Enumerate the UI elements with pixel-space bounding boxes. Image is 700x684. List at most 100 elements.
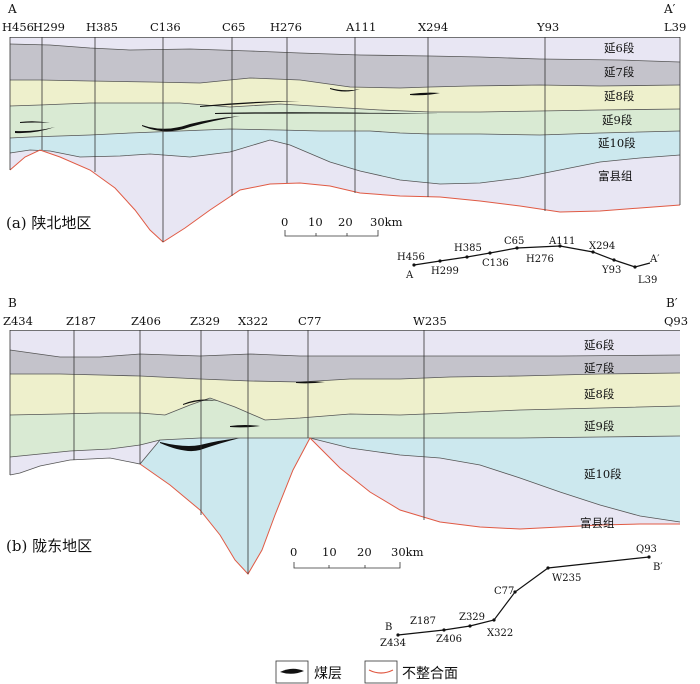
a-coal-seams (15, 88, 440, 134)
b-well-label: W235 (413, 314, 447, 328)
a-map-well-label: C136 (482, 258, 509, 269)
b-map-well-label: C77 (494, 586, 514, 597)
a-well-labels: H456 H299 H385 C136 C65 H276 A111 X294 Y… (2, 20, 686, 34)
b-layer-label: 富县组 (580, 516, 615, 530)
b-map-start-label: B (385, 622, 392, 633)
b-coal-seam (296, 381, 325, 384)
a-layer-fill-fuxian (10, 140, 680, 242)
a-scale-bar: 0 10 20 30km (281, 215, 403, 237)
b-layer-label: 延9段 (584, 419, 615, 433)
b-map-well-label: Z187 (410, 616, 436, 627)
b-layer-fill-y10 (10, 436, 680, 574)
a-map-well-label: H385 (454, 243, 482, 254)
b-map-well-label: X322 (487, 628, 513, 639)
a-map-well-label: A111 (548, 236, 575, 247)
b-scale-tick: 20 (357, 545, 372, 559)
a-coal-seam (142, 116, 240, 132)
a-frame-top (10, 37, 680, 38)
a-coal-seam (410, 92, 440, 96)
b-well-label: Z187 (66, 314, 96, 328)
a-layer-label: 富县组 (598, 169, 633, 183)
b-well-label: Q93 (664, 314, 688, 328)
a-coal-seam (15, 127, 55, 134)
b-well-label: C77 (298, 314, 321, 328)
b-map-well-label: Z329 (459, 612, 485, 623)
a-layer-label: 延7段 (604, 65, 635, 79)
a-scale-tick: 30km (370, 215, 403, 229)
a-well-label: H456 (2, 20, 34, 34)
a-well-label: C65 (222, 20, 245, 34)
b-coal-seam (183, 399, 218, 405)
a-layer-fill-y7 (10, 44, 680, 88)
a-layer-fill-y10 (10, 129, 680, 184)
a-unconformity-line (9, 149, 681, 243)
b-coal-seams (160, 381, 325, 452)
a-coal-seam (20, 121, 50, 123)
a-well-label: Y93 (536, 20, 559, 34)
b-scale-tick: 30km (391, 545, 424, 559)
b-layer-fill-y6 (10, 330, 680, 357)
b-caption: (b) 陇东地区 (6, 537, 92, 555)
a-map-end-label: A′ (649, 254, 660, 265)
a-well-label: C136 (150, 20, 181, 34)
b-section-end-label: B′ (666, 296, 678, 310)
b-well-label: Z329 (190, 314, 220, 328)
b-well-lines (9, 330, 425, 574)
a-well-label: X294 (418, 20, 448, 34)
a-caption: (a) 陕北地区 (6, 214, 91, 232)
b-scale-tick: 10 (322, 545, 337, 559)
b-well-label: X322 (238, 314, 268, 328)
b-layer-label: 延8段 (584, 387, 615, 401)
coal-legend-label: 煤层 (314, 666, 342, 682)
b-layer-label: 延10段 (584, 467, 622, 481)
a-well-label: A111 (345, 20, 376, 34)
b-map-well-label: Q93 (636, 544, 657, 555)
a-layer-label: 延10段 (598, 136, 636, 150)
b-layer-fill-fuxian (310, 438, 680, 529)
b-coal-seam (230, 425, 260, 428)
a-map-well-label: L39 (638, 275, 657, 286)
b-layer-label: 延7段 (584, 361, 615, 375)
b-frame-top (10, 330, 680, 331)
a-map-well-label: X294 (589, 241, 615, 252)
b-map-end-label: B′ (653, 562, 663, 573)
a-layer-fill-y6 (10, 37, 680, 62)
b-well-labels: Z434 Z187 Z406 Z329 X322 C77 W235 Q93 (3, 314, 688, 328)
a-location-map: A A′ H456 H385 C65 A111 X294 H299 C136 H… (397, 236, 660, 286)
b-layer-fill-y7 (10, 350, 680, 382)
a-coal-seam (215, 112, 440, 114)
a-map-well-label: Y93 (601, 265, 621, 276)
a-well-label: H385 (86, 20, 118, 34)
a-scale-tick: 0 (281, 215, 288, 229)
a-map-well-label: H276 (526, 254, 554, 265)
b-layer-fill-fuxian-west (10, 440, 160, 475)
panel-b: B B′ Z434 Z187 Z406 Z329 X322 C77 W235 Q… (3, 296, 688, 649)
b-layer-fill-y9 (10, 398, 680, 457)
b-map-well-label: Z434 (380, 638, 406, 649)
a-well-label: H276 (270, 20, 302, 34)
b-section-start-label: B (8, 296, 17, 310)
b-layer-labels: 延6段 延7段 延8段 延9段 延10段 富县组 (580, 338, 622, 530)
a-layer-label: 延6段 (604, 41, 635, 55)
b-unconformity-line (139, 437, 680, 575)
a-coal-seam (330, 88, 360, 92)
a-map-well-label: C65 (504, 236, 524, 247)
a-layer-fill-y8 (10, 78, 680, 112)
b-map-well-label: Z406 (436, 634, 462, 645)
unconformity-legend-label: 不整合面 (402, 666, 458, 682)
b-layer-label: 延6段 (584, 338, 615, 352)
a-section-end-label: A′ (663, 2, 676, 16)
b-scale-tick: 0 (290, 545, 297, 559)
coal-legend-symbol (280, 668, 304, 674)
a-well-label: H299 (33, 20, 65, 34)
a-well-label: L39 (664, 20, 686, 34)
a-layer-label: 延9段 (602, 113, 633, 127)
b-coal-seam (160, 438, 240, 452)
b-layer-fill-y8 (10, 373, 680, 420)
a-section-start-label: A (7, 2, 17, 16)
panel-a: A A′ H456 H299 H385 C136 C65 H276 A111 X… (2, 2, 686, 286)
a-layer-label: 延8段 (604, 89, 635, 103)
b-well-label: Z406 (131, 314, 161, 328)
a-map-well-label: H299 (431, 266, 459, 277)
